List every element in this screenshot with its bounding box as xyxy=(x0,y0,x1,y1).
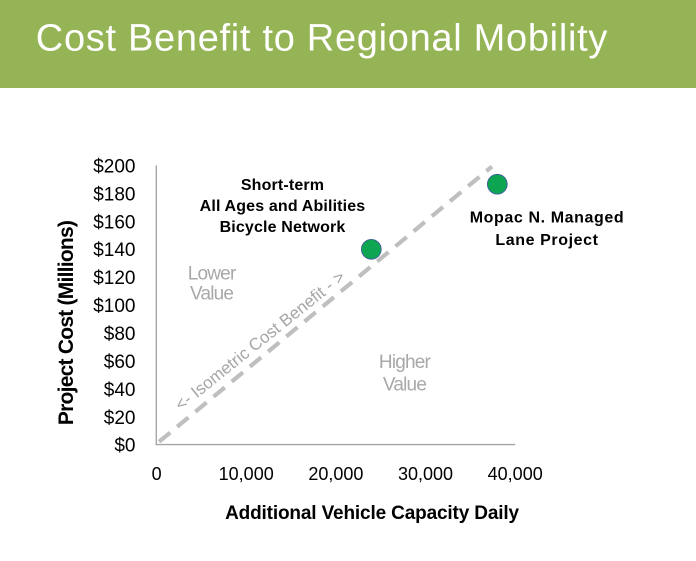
svg-text:$80: $80 xyxy=(104,324,136,345)
svg-text:Lower: Lower xyxy=(188,264,237,285)
svg-text:Mopac N. Managed: Mopac N. Managed xyxy=(470,210,625,227)
svg-text:40,000: 40,000 xyxy=(488,464,543,484)
svg-text:10,000: 10,000 xyxy=(219,464,274,484)
svg-text:Additional Vehicle Capacity Da: Additional Vehicle Capacity Daily xyxy=(225,503,519,524)
svg-text:$60: $60 xyxy=(104,352,136,373)
svg-text:Bicycle Network: Bicycle Network xyxy=(220,219,346,236)
svg-text:Lane Project: Lane Project xyxy=(495,232,598,249)
svg-text:0: 0 xyxy=(152,464,162,484)
svg-text:$140: $140 xyxy=(93,240,135,261)
svg-text:$40: $40 xyxy=(104,380,136,401)
svg-text:20,000: 20,000 xyxy=(308,464,363,484)
svg-text:$200: $200 xyxy=(93,156,135,177)
svg-text:Short-term: Short-term xyxy=(241,177,324,194)
svg-text:$160: $160 xyxy=(93,212,135,233)
svg-text:Higher: Higher xyxy=(379,352,432,373)
svg-text:$180: $180 xyxy=(93,184,135,205)
svg-text:$120: $120 xyxy=(93,268,135,289)
svg-text:All Ages and Abilities: All Ages and Abilities xyxy=(200,198,366,215)
svg-text:Value: Value xyxy=(190,284,233,305)
svg-text:Cost Benefit to Regional Mobil: Cost Benefit to Regional Mobility xyxy=(36,18,608,60)
svg-text:$20: $20 xyxy=(104,408,136,429)
svg-text:Project Cost (Millions): Project Cost (Millions) xyxy=(55,221,78,425)
svg-text:$0: $0 xyxy=(114,436,135,457)
svg-text:30,000: 30,000 xyxy=(398,464,453,484)
svg-text:$100: $100 xyxy=(93,296,135,317)
svg-text:Value: Value xyxy=(383,374,426,395)
